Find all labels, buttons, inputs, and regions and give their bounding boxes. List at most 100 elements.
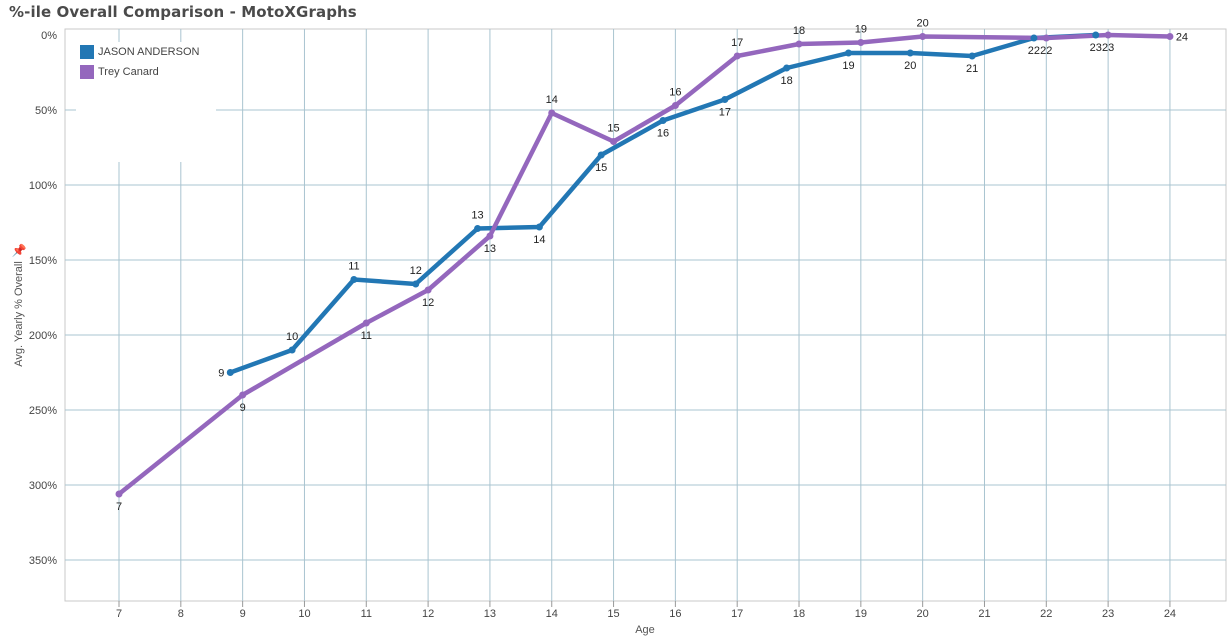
data-point — [671, 102, 679, 109]
data-label: 24 — [1176, 32, 1188, 44]
data-point — [968, 52, 976, 60]
data-point — [1042, 34, 1050, 42]
x-tick-label: 10 — [298, 608, 310, 620]
data-point — [548, 109, 556, 117]
data-label: 14 — [546, 94, 558, 106]
data-label: 21 — [966, 63, 978, 75]
data-label: 11 — [348, 261, 359, 273]
data-point — [288, 346, 296, 354]
data-label: 20 — [904, 60, 916, 72]
data-point — [597, 151, 605, 159]
data-point — [226, 369, 234, 376]
data-point — [783, 64, 791, 72]
y-tick-label: 350% — [29, 555, 57, 567]
y-axis-ticks: 0% 50% 100% 150% 200% 250% 300% 350% — [29, 30, 57, 567]
x-axis-label: Age — [635, 624, 655, 636]
data-label: 16 — [657, 128, 669, 140]
data-label: 14 — [533, 234, 545, 246]
x-tick-label: 24 — [1164, 608, 1176, 620]
data-label: 11 — [361, 330, 372, 342]
data-point — [906, 49, 914, 57]
data-point — [424, 286, 432, 294]
x-tick-label: 16 — [669, 608, 681, 620]
data-point — [239, 391, 247, 399]
legend-label: Trey Canard — [98, 66, 159, 78]
legend-label: JASON ANDERSON — [98, 46, 200, 58]
series-points — [115, 31, 1174, 498]
data-label: 18 — [793, 25, 805, 37]
data-label: 9 — [218, 368, 224, 380]
data-label: 17 — [731, 37, 743, 49]
data-label: 7 — [116, 501, 122, 513]
data-point — [535, 223, 543, 231]
y-tick-label: 50% — [35, 105, 57, 117]
x-tick-label: 18 — [793, 608, 805, 620]
data-label: 19 — [842, 60, 854, 72]
data-point — [610, 138, 618, 145]
data-label: 22 — [1028, 45, 1040, 57]
plot-area — [64, 28, 1227, 602]
x-tick-label: 20 — [917, 608, 929, 620]
y-tick-label: 150% — [29, 255, 57, 267]
data-label: 13 — [484, 243, 496, 255]
y-tick-label: 300% — [29, 480, 57, 492]
data-point — [919, 33, 927, 40]
legend-swatch — [80, 45, 94, 59]
x-tick-label: 8 — [178, 608, 184, 620]
x-tick-label: 9 — [240, 608, 246, 620]
data-point — [1166, 33, 1174, 40]
data-label: 15 — [595, 162, 607, 174]
data-label: 23 — [1102, 42, 1114, 54]
x-axis-ticks: 7 8 9 10 11 12 13 14 15 16 17 18 19 20 21 22 23 24 — [116, 601, 1176, 620]
page-title: %-ile Overall Comparison - MotoXGraphs — [9, 3, 357, 21]
legend-item-jason-anderson[interactable]: JASON ANDERSON — [76, 42, 216, 62]
data-label: 17 — [719, 107, 731, 119]
data-label: 15 — [607, 123, 619, 135]
x-tick-label: 19 — [855, 608, 867, 620]
data-point — [1104, 31, 1112, 39]
legend-swatch — [80, 65, 94, 79]
data-label: 19 — [855, 24, 867, 36]
data-point — [721, 96, 729, 103]
data-label: 18 — [781, 75, 793, 87]
data-point — [350, 276, 358, 283]
data-label: 16 — [669, 87, 681, 99]
y-tick-label: 200% — [29, 330, 57, 342]
x-tick-label: 15 — [607, 608, 619, 620]
pin-icon[interactable]: 📌 — [11, 243, 27, 258]
y-axis-label: Avg. Yearly % Overall 📌 — [11, 243, 27, 367]
y-tick-label: 0% — [41, 30, 57, 42]
data-point — [115, 490, 123, 498]
x-tick-label: 14 — [546, 608, 558, 620]
data-point — [486, 232, 494, 240]
data-point — [844, 49, 852, 57]
data-point — [733, 52, 741, 60]
data-label: 9 — [240, 402, 246, 414]
data-point — [474, 225, 482, 232]
legend-item-trey-canard[interactable]: Trey Canard — [76, 62, 216, 82]
data-label: 13 — [471, 210, 483, 222]
data-label: 12 — [410, 265, 422, 277]
x-tick-label: 11 — [361, 608, 372, 620]
x-tick-label: 22 — [1040, 608, 1052, 620]
data-label: 22 — [1040, 45, 1052, 57]
y-tick-label: 100% — [29, 180, 57, 192]
chart-grid — [64, 28, 1227, 602]
data-point — [795, 40, 803, 48]
data-label: 10 — [286, 331, 298, 343]
y-tick-label: 250% — [29, 405, 57, 417]
x-tick-label: 7 — [116, 608, 122, 620]
data-point — [1092, 31, 1100, 39]
x-tick-label: 12 — [422, 608, 434, 620]
x-tick-label: 17 — [731, 608, 743, 620]
data-point — [362, 319, 370, 327]
chart-legend: JASON ANDERSON Trey Canard — [76, 42, 216, 162]
data-label: 20 — [917, 18, 929, 30]
data-label: 12 — [422, 297, 434, 309]
x-tick-label: 21 — [978, 608, 990, 620]
data-point — [857, 39, 865, 46]
data-label: 23 — [1090, 42, 1102, 54]
data-point — [412, 280, 420, 288]
point-labels: 9 10 11 12 13 14 15 16 17 18 19 20 21 22 23 7 9 11 12 13 14 1… — [116, 18, 1188, 514]
